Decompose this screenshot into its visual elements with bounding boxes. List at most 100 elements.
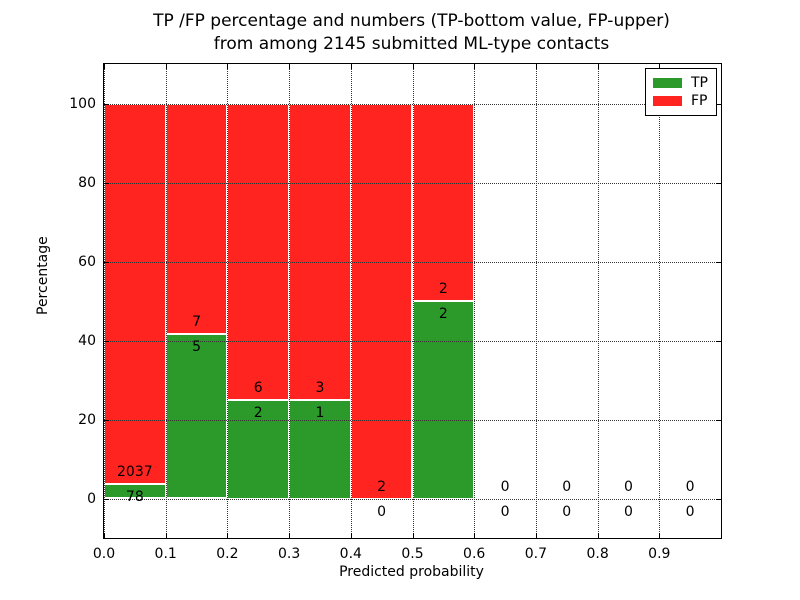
y-tick-mark-left <box>104 261 109 263</box>
grid-line-vertical <box>350 64 352 538</box>
tp-count-label: 0 <box>562 503 572 520</box>
tp-count-label: 2 <box>438 306 448 322</box>
x-tick-mark-top <box>104 64 105 69</box>
legend: TP FP <box>645 68 717 116</box>
x-tick-mark-bottom <box>535 533 537 538</box>
y-tick-mark-left <box>104 498 109 500</box>
x-tick-mark-bottom <box>412 533 414 538</box>
fp-count-label: 7 <box>192 313 202 330</box>
y-tick-mark-right <box>716 498 721 500</box>
y-tick-mark-right <box>716 261 721 263</box>
x-tick-label: 0.8 <box>586 546 609 562</box>
x-tick-mark-bottom <box>165 533 167 538</box>
x-tick-mark-bottom <box>289 533 291 538</box>
x-tick-label: 0.5 <box>401 546 424 562</box>
x-tick-label: 0.4 <box>339 546 362 562</box>
plot-area: TP FP 2037 78 7 5 6 2 3 1 2 0 2 2 0 0 0 0 0 0 0 0 0.0 0.1 0.2 0… <box>69 63 722 562</box>
x-tick-mark-top <box>350 64 352 69</box>
fp-count-label: 3 <box>315 379 325 396</box>
legend-item-fp: FP <box>653 92 708 110</box>
x-tick-mark-bottom <box>350 533 352 538</box>
y-tick-mark-left <box>104 340 109 342</box>
grid-line-vertical <box>412 64 414 538</box>
x-tick-label: 0.3 <box>277 546 301 562</box>
fp-count-label: 0 <box>685 478 695 495</box>
y-tick-mark-right <box>716 419 721 421</box>
x-tick-mark-bottom <box>227 533 229 538</box>
x-tick-label: 0.9 <box>648 546 671 562</box>
fp-count-label: 0 <box>623 478 633 495</box>
x-tick-label: 0.7 <box>524 546 548 562</box>
y-tick-label: 100 <box>69 95 96 112</box>
x-tick-mark-top <box>227 64 229 69</box>
bar-segment-fp <box>104 103 166 484</box>
grid-line-vertical <box>227 64 229 538</box>
grid-line-vertical <box>474 64 476 538</box>
x-tick-mark-bottom <box>597 533 599 538</box>
grid-line-vertical <box>535 64 537 538</box>
y-tick-mark-right <box>716 340 721 342</box>
bar-segment-fp <box>289 103 351 400</box>
x-tick-label: 0.0 <box>92 546 116 562</box>
legend-label-fp: FP <box>691 93 708 109</box>
x-tick-label: 0.1 <box>154 546 177 562</box>
y-tick-mark-left <box>104 419 109 421</box>
tp-count-label: 0 <box>500 503 510 520</box>
x-tick-mark-top <box>535 64 537 69</box>
y-axis-label: Percentage <box>35 236 51 315</box>
legend-label-tp: TP <box>691 75 708 91</box>
x-tick-mark-top <box>474 64 476 69</box>
fp-count-label: 6 <box>253 379 263 396</box>
chart-title: TP /FP percentage and numbers (TP-bottom… <box>103 10 720 56</box>
bar-segment-fp <box>227 103 290 400</box>
fp-count-label: 0 <box>562 478 572 495</box>
grid-line-vertical <box>289 64 291 538</box>
x-tick-mark-top <box>289 64 291 69</box>
x-tick-mark-top <box>659 64 661 69</box>
x-tick-label: 0.2 <box>216 546 239 562</box>
y-tick-label: 40 <box>78 332 96 349</box>
fp-count-label: 2 <box>377 478 387 495</box>
bar-segment-fp <box>165 103 228 334</box>
fp-count-label: 0 <box>500 478 510 495</box>
bar-segment-fp <box>350 103 413 499</box>
x-tick-mark-bottom <box>659 533 661 538</box>
y-tick-label: 20 <box>78 411 96 428</box>
x-tick-mark-top <box>165 64 167 69</box>
y-tick-label: 80 <box>78 174 96 191</box>
bar-segment-tp <box>412 301 475 499</box>
grid-line-vertical <box>597 64 599 538</box>
x-tick-mark-bottom <box>104 533 105 538</box>
y-tick-mark-left <box>104 182 109 184</box>
bar-segment-fp <box>412 103 475 301</box>
x-tick-mark-top <box>412 64 414 69</box>
tp-count-label: 5 <box>192 338 202 355</box>
grid-line-vertical <box>104 64 105 538</box>
bar-segment-tp <box>289 399 351 499</box>
y-tick-label: 0 <box>87 490 96 507</box>
x-tick-label: 0.6 <box>463 546 486 562</box>
x-tick-mark-top <box>597 64 599 69</box>
y-tick-mark-left <box>104 103 109 105</box>
fp-count-label: 2 <box>438 281 448 297</box>
tp-count-label: 0 <box>623 503 633 520</box>
legend-item-tp: TP <box>653 74 708 92</box>
tp-color-swatch <box>653 78 682 88</box>
chart-title-line1: TP /FP percentage and numbers (TP-bottom… <box>153 11 670 31</box>
chart-title-line2: from among 2145 submitted ML-type contac… <box>213 34 610 54</box>
tp-count-label: 78 <box>125 488 144 505</box>
grid-line-vertical <box>659 64 661 538</box>
tp-count-label: 0 <box>685 503 695 520</box>
grid-line-vertical <box>165 64 167 538</box>
bar-segment-tp <box>165 333 228 499</box>
x-axis-label: Predicted probability <box>339 564 484 580</box>
x-tick-mark-bottom <box>474 533 476 538</box>
fp-count-label: 2037 <box>117 463 153 480</box>
tp-count-label: 1 <box>315 404 325 421</box>
y-tick-mark-right <box>716 182 721 184</box>
y-tick-mark-right <box>716 103 721 105</box>
y-tick-label: 60 <box>78 253 96 270</box>
tp-count-label: 2 <box>253 404 263 421</box>
tp-count-label: 0 <box>377 503 387 520</box>
